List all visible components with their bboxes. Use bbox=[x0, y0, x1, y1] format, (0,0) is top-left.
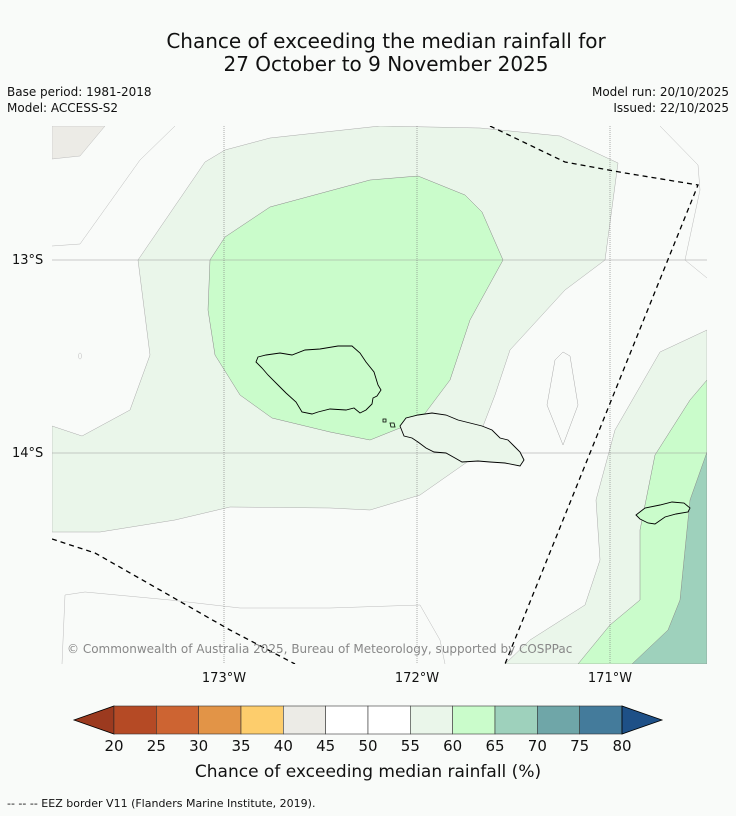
colorbar-tick-60: 60 bbox=[443, 737, 463, 755]
model-name: Model: ACCESS-S2 bbox=[7, 101, 119, 115]
colorbar-segment-65-70 bbox=[494, 705, 538, 735]
meta-left: Base period: 1981-2018 Model: ACCESS-S2 bbox=[7, 84, 152, 116]
region-40-45-top-left bbox=[52, 126, 106, 160]
meta-right: Model run: 20/10/2025 Issued: 22/10/2025 bbox=[592, 84, 729, 116]
colorbar-tick-80: 80 bbox=[612, 737, 632, 755]
colorbar-segment-35-40 bbox=[240, 705, 284, 735]
issued-date: Issued: 22/10/2025 bbox=[613, 101, 729, 115]
lat-label-14s: 14°S bbox=[12, 446, 44, 461]
colorbar-segment-40-45 bbox=[283, 705, 326, 735]
lon-label-173w: 173°W bbox=[201, 671, 247, 686]
map-title: Chance of exceeding the median rainfall … bbox=[0, 30, 736, 76]
colorbar-tick-70: 70 bbox=[527, 737, 547, 755]
colorbar-segment-55-60 bbox=[410, 705, 453, 735]
savaii-island bbox=[255, 345, 382, 415]
eez-border-east bbox=[489, 126, 699, 664]
colorbar-segment-30-35 bbox=[198, 705, 242, 735]
colorbar-tick-20: 20 bbox=[104, 737, 124, 755]
colorbar-tick-50: 50 bbox=[358, 737, 378, 755]
copyright-notice: © Commonwealth of Australia 2025, Bureau… bbox=[67, 642, 573, 656]
colorbar-segment-70-75 bbox=[537, 705, 580, 735]
colorbar-tick-35: 35 bbox=[231, 737, 251, 755]
colorbar-tick-40: 40 bbox=[273, 737, 293, 755]
colorbar-segment-20-25 bbox=[113, 705, 157, 735]
colorbar-over-arrow bbox=[621, 705, 664, 735]
colorbar-title: Chance of exceeding median rainfall (%) bbox=[194, 762, 542, 782]
colorbar-segment-25-30 bbox=[156, 705, 199, 735]
title-line-2: 27 October to 9 November 2025 bbox=[223, 52, 549, 76]
eez-border-south bbox=[52, 538, 296, 664]
manono-apolima-islets bbox=[382, 418, 396, 428]
title-line-1: Chance of exceeding the median rainfall … bbox=[166, 29, 606, 53]
map-area bbox=[52, 126, 707, 664]
region-60-65-east bbox=[577, 379, 707, 664]
base-period: Base period: 1981-2018 bbox=[7, 85, 152, 99]
colorbar-segment-50-55 bbox=[367, 705, 411, 735]
eez-legend-note: -- -- -- EEZ border V11 (Flanders Marine… bbox=[7, 797, 316, 810]
colorbar-segment-75-80 bbox=[579, 705, 623, 735]
colorbar-segment-60-65 bbox=[452, 705, 496, 735]
tutuila-island bbox=[635, 501, 691, 525]
colorbar[interactable] bbox=[72, 705, 664, 735]
lon-label-172w: 172°W bbox=[394, 671, 440, 686]
colorbar-tick-75: 75 bbox=[570, 737, 590, 755]
colorbar-tick-55: 55 bbox=[400, 737, 420, 755]
colorbar-tick-65: 65 bbox=[485, 737, 505, 755]
region-65-70-east bbox=[631, 451, 707, 664]
colorbar-segment-45-50 bbox=[325, 705, 369, 735]
colorbar-tick-45: 45 bbox=[316, 737, 336, 755]
upolu-island bbox=[399, 412, 525, 467]
lon-label-171w: 171°W bbox=[587, 671, 633, 686]
colorbar-tick-25: 25 bbox=[146, 737, 166, 755]
colorbar-tick-30: 30 bbox=[189, 737, 209, 755]
lat-label-13s: 13°S bbox=[12, 253, 44, 268]
model-run: Model run: 20/10/2025 bbox=[591, 85, 729, 99]
colorbar-under-arrow bbox=[72, 705, 115, 735]
